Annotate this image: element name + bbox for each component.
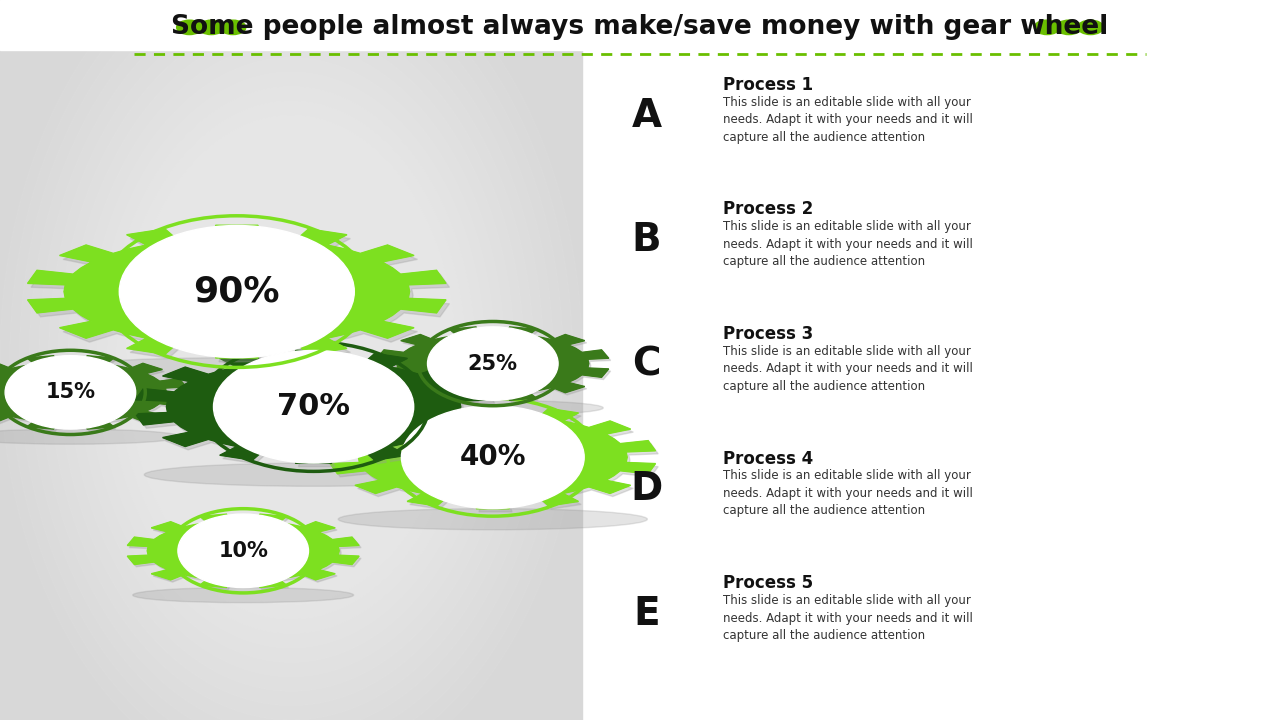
Circle shape [1078, 20, 1103, 35]
Text: This slide is an editable slide with all your
needs. Adapt it with your needs an: This slide is an editable slide with all… [723, 96, 973, 144]
Polygon shape [333, 409, 658, 512]
Circle shape [198, 20, 224, 35]
Circle shape [178, 514, 308, 588]
Ellipse shape [145, 463, 483, 486]
Text: 70%: 70% [276, 392, 351, 421]
Text: Some people almost always make/save money with gear wheel: Some people almost always make/save mone… [172, 14, 1108, 40]
Ellipse shape [0, 429, 180, 444]
Text: 40%: 40% [460, 444, 526, 471]
Polygon shape [129, 516, 361, 590]
Polygon shape [0, 358, 188, 431]
Polygon shape [138, 354, 495, 467]
Circle shape [220, 20, 246, 35]
Text: Process 1: Process 1 [723, 76, 813, 94]
Text: This slide is an editable slide with all your
needs. Adapt it with your needs an: This slide is an editable slide with all… [723, 469, 973, 518]
Polygon shape [379, 329, 611, 402]
Ellipse shape [38, 358, 435, 385]
Text: D: D [630, 470, 663, 508]
Text: This slide is an editable slide with all your
needs. Adapt it with your needs an: This slide is an editable slide with all… [723, 345, 973, 393]
Polygon shape [127, 514, 360, 588]
Bar [0, 0, 1280, 50]
Text: 15%: 15% [45, 382, 96, 402]
Text: This slide is an editable slide with all your
needs. Adapt it with your needs an: This slide is an editable slide with all… [723, 220, 973, 269]
Circle shape [119, 225, 355, 358]
Circle shape [5, 356, 136, 429]
Polygon shape [31, 229, 449, 362]
Polygon shape [376, 327, 609, 400]
Text: E: E [634, 595, 659, 633]
Text: Process 5: Process 5 [723, 574, 813, 592]
Ellipse shape [383, 400, 603, 415]
Text: Process 4: Process 4 [723, 449, 814, 467]
Circle shape [402, 406, 584, 508]
Text: 90%: 90% [193, 274, 280, 309]
Circle shape [428, 327, 558, 400]
Polygon shape [28, 225, 445, 358]
Polygon shape [136, 350, 492, 464]
Text: Process 3: Process 3 [723, 325, 814, 343]
Text: C: C [632, 346, 660, 384]
Text: 10%: 10% [219, 541, 268, 561]
Polygon shape [330, 405, 655, 509]
Circle shape [1056, 20, 1082, 35]
Text: B: B [631, 221, 662, 259]
Text: This slide is an editable slide with all your
needs. Adapt it with your needs an: This slide is an editable slide with all… [723, 594, 973, 642]
Ellipse shape [133, 588, 353, 603]
Circle shape [214, 351, 413, 463]
Polygon shape [0, 356, 187, 429]
Ellipse shape [338, 508, 648, 530]
Circle shape [1034, 20, 1060, 35]
Text: 25%: 25% [467, 354, 518, 374]
Circle shape [177, 20, 202, 35]
Text: A: A [631, 96, 662, 135]
Bar [0, 0, 582, 720]
Text: Process 2: Process 2 [723, 200, 814, 218]
